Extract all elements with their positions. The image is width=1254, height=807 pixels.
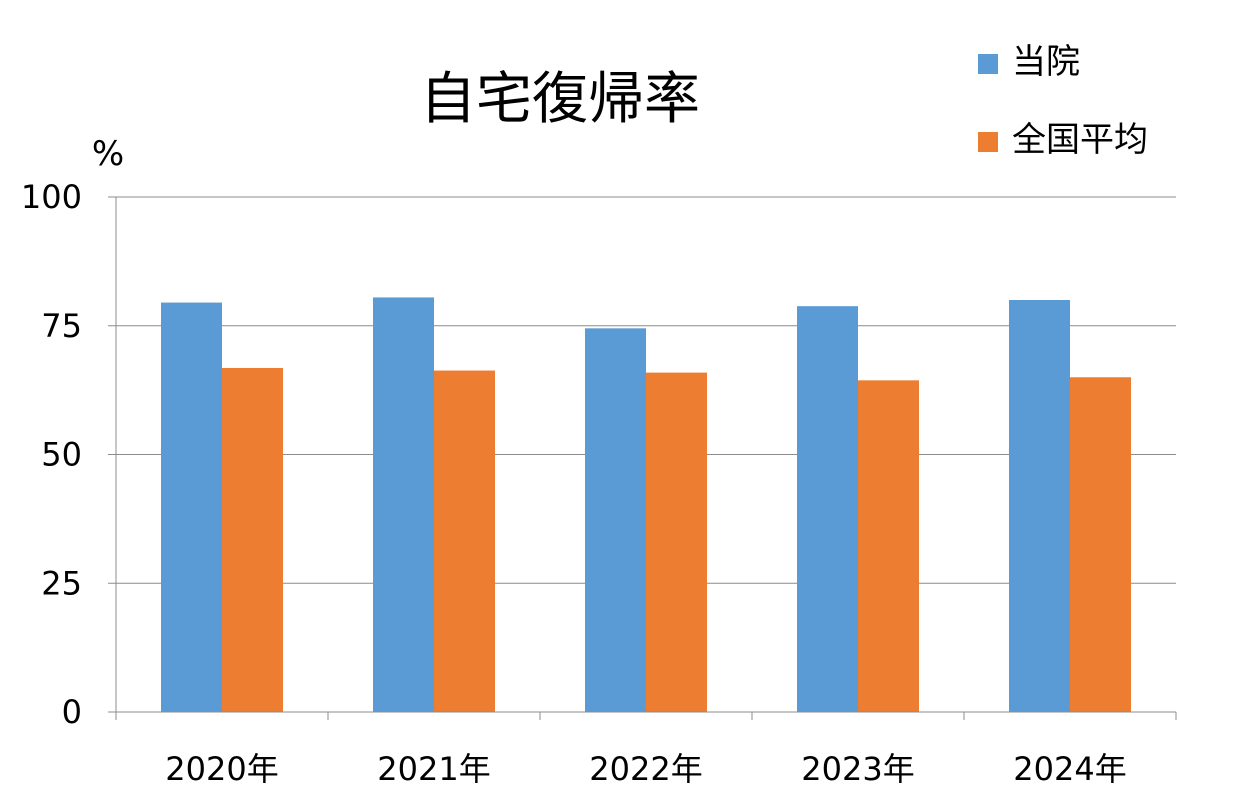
x-axis-labels: 2020年 2021年 2022年 2023年 2024年 bbox=[165, 750, 1126, 788]
legend-swatch bbox=[978, 54, 998, 74]
legend-label: 全国平均 bbox=[1012, 120, 1148, 160]
x-tick-label: 2021年 bbox=[377, 750, 490, 788]
bar-national-average bbox=[1070, 377, 1131, 712]
bar-national-average bbox=[222, 367, 283, 712]
legend-label: 当院 bbox=[1012, 42, 1080, 82]
y-tick-label: 0 bbox=[62, 693, 82, 731]
y-tick-label: 50 bbox=[41, 436, 82, 474]
axes bbox=[115, 197, 1177, 720]
y-axis-ticks: 0 25 50 75 100 bbox=[21, 178, 116, 731]
bars bbox=[161, 297, 1131, 712]
bar-national-average bbox=[646, 372, 707, 712]
bar-hospital bbox=[373, 297, 434, 712]
bar-hospital bbox=[585, 328, 646, 712]
bar-hospital bbox=[797, 306, 858, 712]
x-tick-label: 2024年 bbox=[1013, 750, 1126, 788]
bar-national-average bbox=[434, 370, 495, 712]
bar-national-average bbox=[858, 380, 919, 712]
legend-swatch bbox=[978, 132, 998, 152]
y-axis-unit-label: % bbox=[92, 134, 124, 174]
bar-hospital bbox=[161, 302, 222, 712]
x-tick-label: 2023年 bbox=[801, 750, 914, 788]
y-tick-label: 100 bbox=[21, 178, 82, 216]
chart-title: 自宅復帰率 bbox=[420, 67, 700, 132]
bar-hospital bbox=[1009, 300, 1070, 712]
y-tick-label: 75 bbox=[41, 307, 82, 345]
x-tick-label: 2022年 bbox=[589, 750, 702, 788]
x-tick-label: 2020年 bbox=[165, 750, 278, 788]
y-tick-label: 25 bbox=[41, 564, 82, 602]
